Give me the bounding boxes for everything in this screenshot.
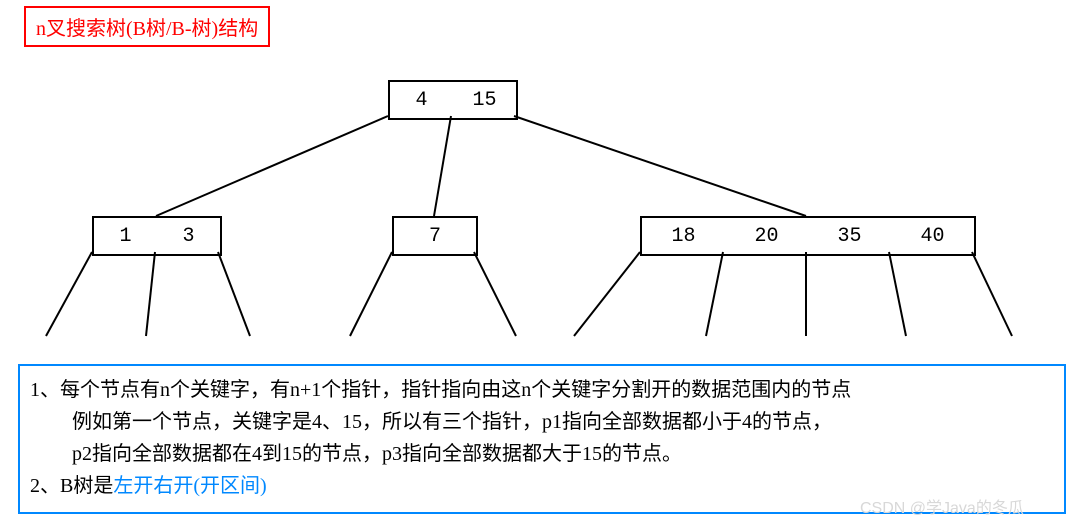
btree-node: 18203540 [640,216,976,256]
btree-key: 40 [891,225,974,248]
btree-edge [46,252,92,336]
btree-edge [972,252,1012,336]
btree-edge [156,116,388,216]
caption-line-2: 例如第一个节点，关键字是4、15，所以有三个指针，p1指向全部数据都小于4的节点… [30,406,1054,438]
btree-key: 1 [94,225,157,248]
btree-node: 7 [392,216,478,256]
diagram-title-text: n叉搜索树(B树/B-树)结构 [36,18,258,40]
btree-key: 18 [642,225,725,248]
btree-edge [434,116,451,216]
caption-highlight: 左开右开(开区间) [113,475,266,497]
btree-edge [574,252,640,336]
btree-edge [706,252,723,336]
btree-edge [218,252,250,336]
caption-box: 1、每个节点有n个关键字，有n+1个指针，指针指向由这n个关键字分割开的数据范围… [18,364,1066,514]
btree-edge [514,116,806,216]
diagram-title: n叉搜索树(B树/B-树)结构 [24,6,270,47]
caption-line-1: 1、每个节点有n个关键字，有n+1个指针，指针指向由这n个关键字分割开的数据范围… [30,374,1054,406]
btree-edge [474,252,516,336]
btree-key: 20 [725,225,808,248]
btree-key: 7 [394,225,476,248]
watermark: CSDN @学Java的冬瓜 [860,494,1024,518]
btree-key: 3 [157,225,220,248]
btree-node: 13 [92,216,222,256]
caption-line-3: p2指向全部数据都在4到15的节点，p3指向全部数据都大于15的节点。 [30,438,1054,470]
btree-edge [146,252,155,336]
btree-edge [889,252,906,336]
btree-node: 415 [388,80,518,120]
btree-key: 15 [453,89,516,112]
btree-key: 4 [390,89,453,112]
btree-key: 35 [808,225,891,248]
btree-edge [350,252,392,336]
btree-edges [0,0,1068,360]
